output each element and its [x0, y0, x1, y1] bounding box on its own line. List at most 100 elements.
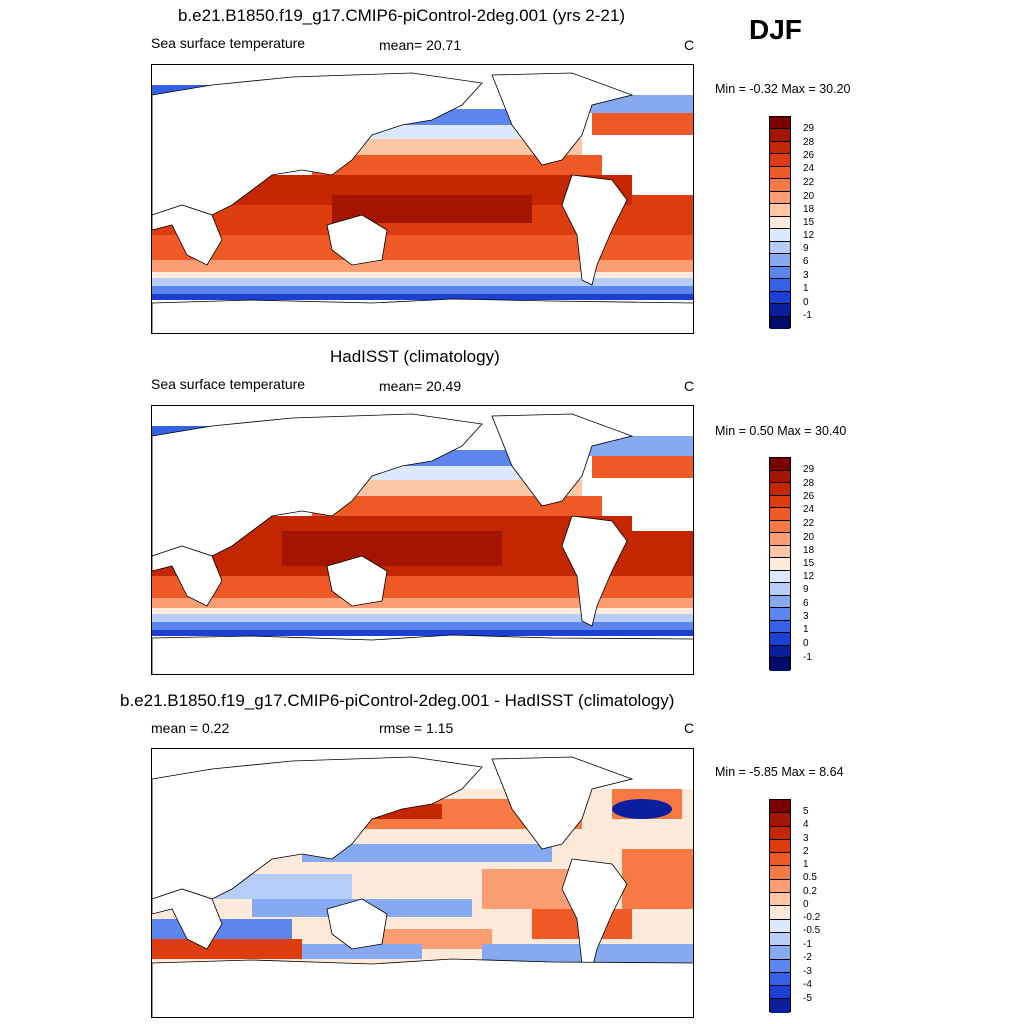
north-america-landmass	[491, 72, 634, 166]
colorbar-tick: 12	[803, 571, 815, 582]
ocean-band	[152, 272, 693, 278]
colorbar-swatch	[770, 946, 790, 960]
colorbar-tick: 0.2	[803, 886, 817, 897]
colorbar-tick: -1	[803, 652, 812, 663]
colorbar-tick: 20	[803, 191, 815, 202]
colorbar-tick: 3	[803, 611, 809, 622]
colorbar-swatch	[770, 166, 790, 180]
colorbar-swatch	[770, 495, 790, 509]
colorbar-tick: 6	[803, 598, 809, 609]
australia-landmass	[326, 898, 388, 950]
colorbar-swatch	[770, 813, 790, 827]
colorbar-swatch	[770, 304, 790, 317]
colorbar-swatch	[770, 595, 790, 609]
diff-region	[302, 844, 552, 862]
colorbar-swatch	[770, 583, 790, 596]
ocean-band	[152, 598, 693, 608]
ocean-band	[152, 608, 693, 614]
diff-region	[152, 939, 302, 959]
colorbar-tick: 22	[803, 177, 815, 188]
colorbar-swatch	[770, 620, 790, 634]
colorbar-swatch	[770, 633, 790, 646]
ocean-band	[152, 294, 693, 300]
colorbar-tick: -2	[803, 952, 812, 963]
ocean-band	[312, 496, 602, 516]
colorbar-swatch	[770, 879, 790, 894]
colorbar-tick: 26	[803, 150, 815, 161]
colorbar-tick: 15	[803, 558, 815, 569]
colorbar-swatch	[770, 986, 790, 1000]
ocean-band	[152, 622, 693, 630]
colorbar-tick: -1	[803, 939, 812, 950]
diff-region	[612, 799, 672, 819]
panel3-minmax: Min = -5.85 Max = 8.64	[715, 765, 844, 779]
colorbar-tick: 3	[803, 833, 809, 844]
panel2-mean-label: mean= 20.49	[379, 378, 462, 394]
colorbar-tick: 2	[803, 846, 809, 857]
colorbar-swatch	[770, 645, 790, 659]
ocean-band	[152, 260, 693, 272]
colorbar-tick: 15	[803, 217, 815, 228]
colorbar-tick: 18	[803, 204, 815, 215]
panel2-title: HadISST (climatology)	[330, 347, 500, 366]
australia-landmass	[326, 555, 388, 607]
colorbar-swatch	[770, 919, 790, 933]
colorbar-tick: 24	[803, 504, 815, 515]
south-america-landmass	[561, 858, 628, 970]
north-america-landmass	[491, 756, 634, 850]
colorbar-swatch	[770, 508, 790, 521]
diff-region	[152, 919, 292, 941]
panel1-colorbar	[769, 116, 791, 329]
colorbar-swatch	[770, 316, 790, 329]
colorbar-swatch	[770, 826, 790, 840]
panel1-variable-label: Sea surface temperature	[151, 35, 306, 51]
panel3-rmse-label: rmse = 1.15	[379, 720, 454, 736]
colorbar-swatch	[770, 141, 790, 155]
colorbar-swatch	[770, 520, 790, 534]
eurasia-landmass	[152, 756, 483, 900]
panel3-title: b.e21.B1850.f19_g17.CMIP6-piControl-2deg…	[120, 691, 675, 710]
ocean-band	[152, 576, 693, 598]
australia-landmass	[326, 214, 388, 266]
colorbar-swatch	[770, 291, 790, 305]
colorbar-tick: 1	[803, 859, 809, 870]
ocean-band	[342, 480, 582, 496]
panel2-variable-label: Sea surface temperature	[151, 376, 306, 392]
colorbar-tick: 9	[803, 243, 809, 254]
panel1-units: C	[684, 37, 695, 53]
colorbar-swatch	[770, 558, 790, 571]
panel3-units: C	[684, 720, 695, 736]
antarctica-landmass	[152, 634, 693, 674]
panel2-map	[151, 405, 694, 675]
panel3-colorbar	[769, 799, 791, 1013]
panel3-map	[151, 748, 694, 1018]
colorbar-tick: 3	[803, 270, 809, 281]
colorbar-tick: 22	[803, 518, 815, 529]
ocean-band	[592, 113, 693, 135]
colorbar-swatch	[770, 179, 790, 192]
colorbar-swatch	[770, 154, 790, 167]
colorbar-swatch	[770, 191, 790, 205]
ocean-band	[152, 614, 693, 622]
colorbar-tick: -3	[803, 966, 812, 977]
panel1-title: b.e21.B1850.f19_g17.CMIP6-piControl-2deg…	[178, 6, 625, 25]
colorbar-swatch	[770, 254, 790, 267]
colorbar-tick: 0	[803, 638, 809, 649]
ocean-band	[152, 278, 693, 286]
colorbar-swatch	[770, 853, 790, 867]
colorbar-swatch	[770, 533, 790, 546]
colorbar-tick: 1	[803, 624, 809, 635]
colorbar-tick: 24	[803, 163, 815, 174]
colorbar-swatch	[770, 204, 790, 217]
colorbar-tick: 1	[803, 283, 809, 294]
ocean-band	[592, 456, 693, 478]
colorbar-swatch	[770, 458, 790, 471]
africa-landmass	[152, 888, 223, 950]
colorbar-swatch	[770, 129, 790, 142]
colorbar-tick: 28	[803, 137, 815, 148]
panel1-map	[151, 64, 694, 334]
colorbar-tick: -0.2	[803, 912, 821, 923]
africa-landmass	[152, 204, 223, 266]
colorbar-tick: 26	[803, 491, 815, 502]
colorbar-swatch	[770, 608, 790, 621]
